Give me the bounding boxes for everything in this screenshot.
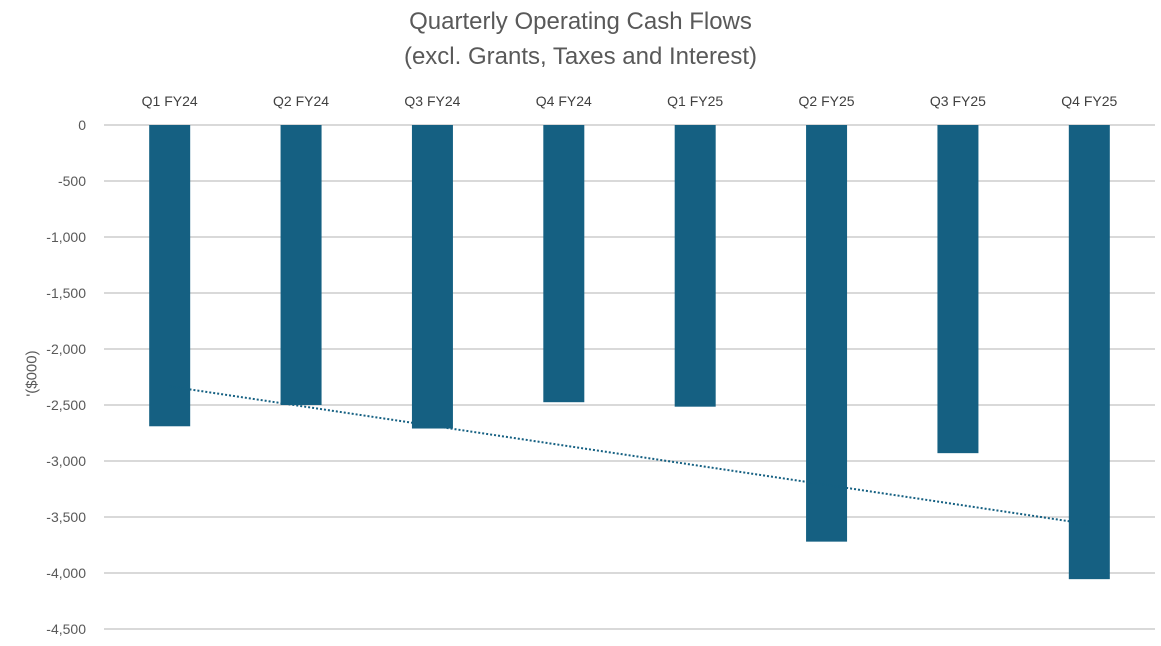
bar (806, 125, 848, 542)
x-tick-label: Q3 FY24 (404, 93, 460, 109)
x-tick-label: Q1 FY25 (667, 93, 723, 109)
x-tick-label: Q4 FY25 (1061, 93, 1117, 109)
bar (543, 125, 585, 403)
bar (411, 125, 453, 429)
bar (149, 125, 191, 427)
x-tick-label: Q1 FY24 (142, 93, 198, 109)
bar (1068, 125, 1110, 580)
x-tick-label: Q4 FY24 (536, 93, 592, 109)
y-tick-label: -1,000 (46, 229, 86, 245)
chart-subtitle: (excl. Grants, Taxes and Interest) (403, 43, 758, 70)
x-tick-label: Q2 FY25 (799, 93, 855, 109)
bar (674, 125, 716, 407)
y-tick-label: -4,000 (46, 565, 86, 581)
y-tick-label: -2,000 (46, 341, 86, 357)
y-tick-label: -3,000 (46, 453, 86, 469)
bar (937, 125, 979, 454)
y-tick-label: -4,500 (46, 621, 86, 637)
y-tick-label: -500 (58, 173, 86, 189)
y-tick-label: 0 (78, 117, 86, 133)
trendline (169, 385, 1090, 526)
y-tick-label: -1,500 (46, 285, 86, 301)
y-tick-label: -2,500 (46, 397, 86, 413)
bar (280, 125, 322, 405)
x-tick-label: Q2 FY24 (273, 93, 329, 109)
x-tick-label: Q3 FY25 (930, 93, 986, 109)
y-tick-label: -3,500 (46, 509, 86, 525)
chart-title: Quarterly Operating Cash Flows (409, 8, 752, 35)
